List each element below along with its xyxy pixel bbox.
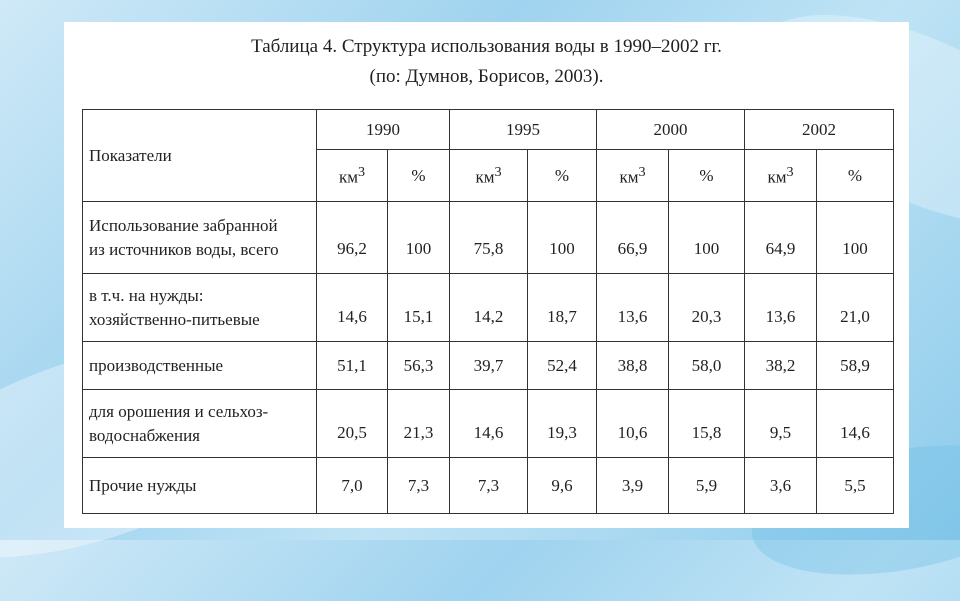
caption-line-2: (по: Думнов, Борисов, 2003). xyxy=(369,66,604,87)
header-row-years: Показатели 1990 1995 2000 2002 xyxy=(82,109,894,202)
unit-percent: % xyxy=(387,149,450,202)
cell-volume: 39,7 xyxy=(449,341,528,390)
row-label-line: водоснабжения xyxy=(89,425,200,445)
unit-percent: % xyxy=(668,149,745,202)
cell-volume: 96,2 xyxy=(316,201,388,274)
cell-percent: 58,9 xyxy=(816,341,894,390)
cell-percent: 52,4 xyxy=(527,341,597,390)
row-label-line: хозяйственно-питьевые xyxy=(89,309,260,329)
document-sheet: Таблица 4. Структура использования воды … xyxy=(64,22,909,528)
row-label-line: Использование забранной xyxy=(89,215,278,235)
unit-volume: км3 xyxy=(316,149,388,202)
row-label-line: в т.ч. на нужды: xyxy=(89,285,204,305)
table-caption: Таблица 4. Структура использования воды … xyxy=(64,32,909,92)
unit-volume: км3 xyxy=(449,149,528,202)
cell-percent: 15,8 xyxy=(668,389,745,458)
table-row: в т.ч. на нужды: хозяйственно-питьевые 14,… xyxy=(82,273,894,342)
cell-percent: 18,7 xyxy=(527,273,597,342)
unit-percent: % xyxy=(816,149,894,202)
cell-volume: 7,0 xyxy=(316,457,388,514)
cell-percent: 5,9 xyxy=(668,457,745,514)
cell-percent: 100 xyxy=(668,201,745,274)
cell-percent: 14,6 xyxy=(816,389,894,458)
row-label-line: Прочие нужды xyxy=(89,475,197,495)
cell-volume: 38,8 xyxy=(596,341,669,390)
cell-percent: 56,3 xyxy=(387,341,450,390)
row-label: производственные xyxy=(82,341,317,390)
cell-volume: 51,1 xyxy=(316,341,388,390)
cell-percent: 19,3 xyxy=(527,389,597,458)
year-header: 2002 xyxy=(744,109,894,150)
cell-volume: 13,6 xyxy=(596,273,669,342)
header-row-units: км3 % км3 % км3 % км3 % xyxy=(83,149,894,202)
cell-volume: 3,9 xyxy=(596,457,669,514)
unit-percent: % xyxy=(527,149,597,202)
cell-volume: 9,5 xyxy=(744,389,817,458)
cell-percent: 9,6 xyxy=(527,457,597,514)
cell-volume: 14,6 xyxy=(449,389,528,458)
row-label-line: из источников воды, всего xyxy=(89,239,279,259)
header-indicators: Показатели xyxy=(82,109,317,202)
cell-percent: 15,1 xyxy=(387,273,450,342)
cell-volume: 3,6 xyxy=(744,457,817,514)
row-label: Прочие нужды xyxy=(82,457,317,514)
year-header: 1995 xyxy=(449,109,597,150)
table-row: Использование забранной из источников вод… xyxy=(82,201,894,274)
cell-percent: 21,0 xyxy=(816,273,894,342)
cell-percent: 7,3 xyxy=(387,457,450,514)
table-row: Прочие нужды 7,0 7,3 7,3 9,6 3,9 5,9 3,6 5,5 xyxy=(82,457,894,514)
table-row: производственные 51,1 56,3 39,7 52,4 38,8 58,0… xyxy=(82,341,894,390)
cell-volume: 38,2 xyxy=(744,341,817,390)
cell-percent: 20,3 xyxy=(668,273,745,342)
row-label: Использование забранной из источников вод… xyxy=(82,201,317,274)
cell-percent: 100 xyxy=(816,201,894,274)
caption-line-1: Таблица 4. Структура использования воды … xyxy=(251,36,722,57)
cell-volume: 10,6 xyxy=(596,389,669,458)
row-label: в т.ч. на нужды: хозяйственно-питьевые xyxy=(82,273,317,342)
row-label: для орошения и сельхоз-водоснабжения xyxy=(82,389,317,458)
cell-volume: 14,6 xyxy=(316,273,388,342)
row-label-line: производственные xyxy=(89,355,224,375)
year-header: 1990 xyxy=(316,109,450,150)
cell-percent: 100 xyxy=(527,201,597,274)
cell-percent: 21,3 xyxy=(387,389,450,458)
cell-volume: 66,9 xyxy=(596,201,669,274)
cell-volume: 7,3 xyxy=(449,457,528,514)
table-row: для орошения и сельхоз-водоснабжения 20,5… xyxy=(82,389,894,458)
cell-volume: 20,5 xyxy=(316,389,388,458)
cell-volume: 13,6 xyxy=(744,273,817,342)
unit-volume: км3 xyxy=(744,149,817,202)
row-label-line: для орошения и сельхоз- xyxy=(89,401,269,421)
cell-percent: 100 xyxy=(387,201,450,274)
unit-volume: км3 xyxy=(596,149,669,202)
water-use-table: Показатели 1990 1995 2000 2002 км3 % км3… xyxy=(82,109,894,514)
cell-percent: 58,0 xyxy=(668,341,745,390)
cell-volume: 75,8 xyxy=(449,201,528,274)
cell-volume: 14,2 xyxy=(449,273,528,342)
cell-volume: 64,9 xyxy=(744,201,817,274)
cell-percent: 5,5 xyxy=(816,457,894,514)
year-header: 2000 xyxy=(596,109,745,150)
